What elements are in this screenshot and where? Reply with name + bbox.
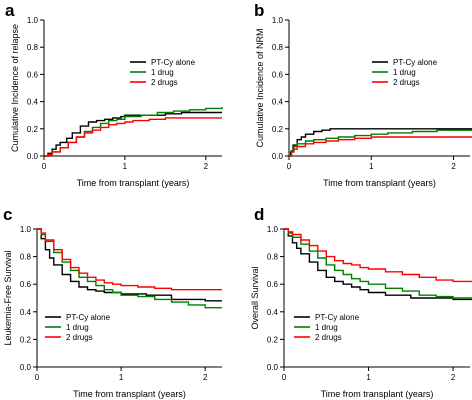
y-tick-label: 0.8 [267,253,279,262]
series-line-3 [44,117,222,157]
x-tick-label: 0 [287,162,292,171]
x-tick-label: 1 [366,373,371,382]
y-tick-label: 0.6 [272,70,284,79]
panel-letter: a [5,1,15,20]
panel-d: d 0.0 0.2 0.4 0.6 0.8 1.0 0 1 2 Time from transpla… [250,205,472,399]
panel-letter: c [3,205,12,224]
legend-label: 1 drug [315,323,338,332]
legend-label: 2 drugs [66,333,93,342]
x-axis-title: Time from transplant (years) [73,389,186,399]
y-tick-label: 0.8 [27,43,39,52]
y-tick-label: 0.4 [272,98,284,107]
x-tick-label: 1 [119,373,124,382]
y-axis-title: Cumulative Incidence of NRM [255,28,265,147]
series-line-1 [284,228,472,301]
legend-label: 2 drugs [315,333,342,342]
series-line-2 [37,228,222,309]
legend-label: PT-Cy alone [151,58,196,67]
x-tick-label: 0 [282,373,287,382]
y-tick-label: 0.0 [272,152,284,161]
y-tick-label: 0.4 [20,308,32,317]
x-axis-title: Time from transplant (years) [77,178,190,188]
x-axis-title: Time from transplant (years) [321,389,434,399]
y-tick-label: 1.0 [27,16,39,25]
legend-label: 2 drugs [151,78,178,87]
series-line-1 [44,111,222,157]
y-tick-label: 0.6 [27,70,39,79]
x-tick-label: 2 [204,162,209,171]
legend-label: 1 drug [66,323,89,332]
y-tick-label: 0.6 [20,280,32,289]
legend-label: 1 drug [393,68,416,77]
y-tick-label: 0.0 [267,363,279,372]
panel-letter: d [254,205,264,224]
series-line-2 [284,228,472,299]
y-tick-label: 1.0 [272,16,284,25]
y-axis-title: Overall Survival [250,266,260,329]
series-line-3 [289,136,472,157]
series-line-2 [289,129,472,157]
x-tick-label: 2 [203,373,208,382]
y-tick-label: 0.0 [27,152,39,161]
x-tick-label: 0 [35,373,40,382]
panel-a: a 0.0 0.2 0.4 0.6 0.8 1.0 0 1 2 Time from transpla… [5,1,223,188]
y-tick-label: 0.2 [267,335,279,344]
panel-letter: b [254,1,264,20]
y-tick-label: 0.2 [20,335,32,344]
x-tick-label: 0 [42,162,47,171]
series-line-2 [44,107,223,157]
panel-c: c 0.0 0.2 0.4 0.6 0.8 1.0 0 1 2 Time from transpla… [3,205,222,399]
legend-label: PT-Cy alone [66,313,111,322]
y-tick-label: 0.2 [27,125,39,134]
x-tick-label: 2 [451,162,456,171]
y-tick-label: 0.8 [20,253,32,262]
legend-label: PT-Cy alone [315,313,360,322]
legend-label: 1 drug [151,68,174,77]
y-axis-title: Leukemia-Free Survival [3,250,13,345]
panel-b: b 0.0 0.2 0.4 0.6 0.8 1.0 0 1 2 Time from transpla… [254,1,472,188]
y-tick-label: 0.8 [272,43,284,52]
series-line-3 [37,228,222,291]
legend-label: PT-Cy alone [393,58,438,67]
y-tick-label: 0.4 [267,308,279,317]
y-tick-label: 1.0 [20,225,32,234]
series-line-3 [284,228,472,283]
y-axis-title: Cumulative Incidence of relapse [10,24,20,152]
x-tick-label: 1 [369,162,374,171]
series-line-1 [37,228,222,302]
y-tick-label: 0.4 [27,98,39,107]
y-tick-label: 0.0 [20,363,32,372]
x-tick-label: 2 [451,373,456,382]
y-tick-label: 0.2 [272,125,284,134]
y-tick-label: 0.6 [267,280,279,289]
x-axis-title: Time from transplant (years) [323,178,436,188]
legend-label: 2 drugs [393,78,420,87]
x-tick-label: 1 [123,162,128,171]
y-tick-label: 1.0 [267,225,279,234]
